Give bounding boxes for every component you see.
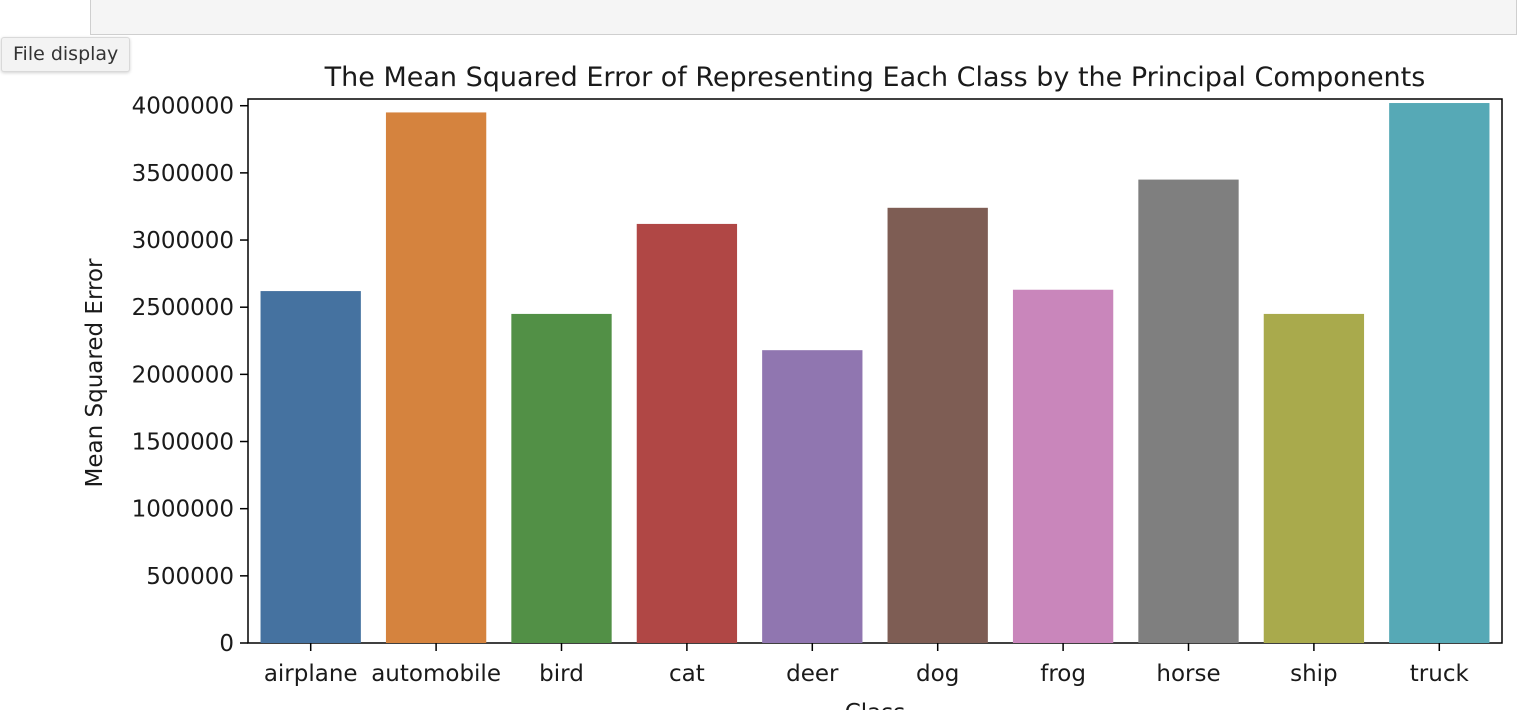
x-tick-label: ship (1290, 661, 1338, 687)
y-tick-label: 2500000 (132, 295, 234, 321)
y-tick-label: 1000000 (132, 497, 234, 523)
file-display-button[interactable]: File display (1, 37, 131, 72)
bar-truck (1389, 103, 1490, 643)
x-tick-label: frog (1040, 661, 1086, 687)
bar-deer (762, 350, 863, 643)
code-cell[interactable] (90, 0, 1517, 35)
x-tick-label: cat (669, 661, 705, 687)
x-tick-label: truck (1410, 661, 1470, 687)
y-axis-label: Mean Squared Error (82, 258, 108, 487)
y-tick-label: 0 (219, 631, 234, 657)
bar-bird (511, 313, 612, 643)
axes (247, 98, 1503, 644)
bar-airplane (260, 291, 361, 643)
bar-dog (887, 207, 988, 644)
bars (260, 103, 1490, 644)
bar-horse (1138, 179, 1239, 643)
x-tick-label: horse (1156, 661, 1220, 687)
y-axis-ticks: 0 500000 1000000 1500000 2000000 2500000 30000… (132, 94, 248, 657)
x-tick-label: bird (539, 661, 584, 687)
y-tick-label: 500000 (146, 564, 234, 590)
bar-frog (1012, 289, 1114, 643)
bar-cat (636, 223, 738, 643)
x-tick-label: automobile (371, 661, 501, 687)
plot-frame (247, 98, 1503, 644)
y-tick-label: 1500000 (132, 430, 234, 456)
y-tick-label: 4000000 (132, 94, 234, 120)
chart-title: The Mean Squared Error of Representing E… (324, 62, 1426, 93)
x-axis-ticks: airplane automobile bird cat deer dog frog hors… (264, 643, 1470, 687)
x-tick-label: deer (786, 661, 839, 687)
x-axis-label: Class (845, 700, 906, 710)
x-tick-label: dog (916, 661, 959, 687)
x-tick-label: airplane (264, 661, 358, 687)
y-tick-label: 3000000 (132, 228, 234, 254)
bar-ship (1263, 313, 1365, 643)
y-tick-label: 3500000 (132, 161, 234, 187)
bar-automobile (385, 112, 487, 643)
y-tick-label: 2000000 (132, 362, 234, 388)
